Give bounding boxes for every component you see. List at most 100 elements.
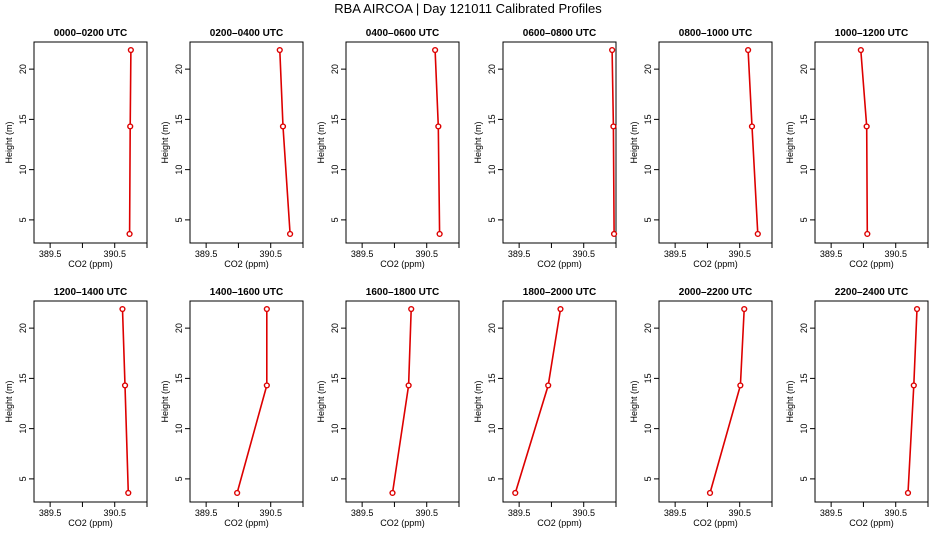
data-point xyxy=(405,382,412,389)
x-tick-label: 390.5 xyxy=(572,508,595,518)
y-tick-label: 20 xyxy=(174,323,184,333)
panel-4: 0600–0800 UTC 389.5 390.5 5 10 15 20 CO2 (ppm) H… xyxy=(473,28,618,269)
data-point xyxy=(706,489,714,497)
panel-2: 0200–0400 UTC 389.5 390.5 5 10 15 20 CO2 (ppm) H… xyxy=(160,28,304,269)
y-tick-label: 20 xyxy=(18,323,28,333)
data-point xyxy=(276,46,283,54)
x-axis-label: CO2 (ppm) xyxy=(693,259,738,269)
data-point xyxy=(126,230,133,238)
x-axis-label: CO2 (ppm) xyxy=(224,259,269,269)
x-tick-label: 389.5 xyxy=(508,508,531,518)
plot-frame xyxy=(33,300,148,503)
data-point xyxy=(610,123,617,130)
x-tick-label: 389.5 xyxy=(820,249,843,259)
y-tick-label: 5 xyxy=(18,476,28,481)
data-point xyxy=(545,382,552,389)
panel-title: 1000–1200 UTC xyxy=(835,28,908,39)
x-tick-label: 390.5 xyxy=(415,508,438,518)
y-tick-label: 15 xyxy=(18,373,28,383)
panel-title: 1200–1400 UTC xyxy=(54,287,127,298)
profile-line xyxy=(747,49,759,235)
x-tick-label: 390.5 xyxy=(103,508,126,518)
plot-frame xyxy=(33,41,148,244)
y-tick-label: 15 xyxy=(799,114,809,124)
y-axis-label: Height (m) xyxy=(473,380,483,422)
plot-frame xyxy=(658,41,773,244)
data-point xyxy=(121,382,129,389)
data-point xyxy=(263,305,270,313)
y-tick-label: 10 xyxy=(487,424,497,434)
profile-line xyxy=(434,49,441,235)
y-tick-label: 5 xyxy=(487,476,497,481)
x-tick-label: 390.5 xyxy=(572,249,595,259)
y-tick-label: 10 xyxy=(330,165,340,175)
data-point xyxy=(127,123,134,130)
profile-line xyxy=(709,308,745,494)
profile-line xyxy=(907,308,918,494)
data-point xyxy=(610,230,618,238)
y-tick-label: 15 xyxy=(330,114,340,124)
panel-title: 0400–0600 UTC xyxy=(366,28,439,39)
x-axis-label: CO2 (ppm) xyxy=(849,518,894,528)
profile-line xyxy=(121,308,130,494)
data-point xyxy=(408,305,415,313)
y-tick-label: 10 xyxy=(18,165,28,175)
x-tick-label: 390.5 xyxy=(884,249,907,259)
x-axis-label: CO2 (ppm) xyxy=(537,259,582,269)
y-tick-label: 15 xyxy=(174,373,184,383)
panel-title: 0000–0200 UTC xyxy=(54,28,127,39)
panel-title: 1800–2000 UTC xyxy=(523,287,596,298)
x-tick-label: 390.5 xyxy=(259,508,282,518)
panel-title: 2000–2200 UTC xyxy=(679,287,752,298)
y-axis-label: Height (m) xyxy=(316,380,326,422)
x-tick-label: 390.5 xyxy=(103,249,126,259)
data-point xyxy=(741,305,748,313)
x-tick-label: 389.5 xyxy=(195,508,218,518)
y-tick-label: 20 xyxy=(174,64,184,74)
y-tick-label: 15 xyxy=(643,373,653,383)
y-axis-label: Height (m) xyxy=(316,121,326,163)
y-tick-label: 20 xyxy=(487,323,497,333)
y-tick-label: 20 xyxy=(487,64,497,74)
data-point xyxy=(863,123,870,130)
data-point xyxy=(609,46,616,54)
x-tick-label: 390.5 xyxy=(728,249,751,259)
panel-10: 1800–2000 UTC 389.5 390.5 5 10 15 20 CO2 (ppm) H… xyxy=(473,287,617,528)
panel-title: 1400–1600 UTC xyxy=(210,287,283,298)
y-tick-label: 20 xyxy=(799,64,809,74)
y-tick-label: 5 xyxy=(643,476,653,481)
plot-frame xyxy=(502,300,617,503)
y-axis-label: Height (m) xyxy=(4,121,14,163)
y-tick-label: 15 xyxy=(643,114,653,124)
panel-6: 1000–1200 UTC 389.5 390.5 5 10 15 20 CO2 (ppm) H… xyxy=(785,28,929,269)
panel-1: 0000–0200 UTC 389.5 390.5 5 10 15 20 CO2 (ppm) H… xyxy=(4,28,148,269)
x-tick-label: 390.5 xyxy=(415,249,438,259)
y-tick-label: 10 xyxy=(643,165,653,175)
y-tick-label: 10 xyxy=(643,424,653,434)
data-point xyxy=(512,489,519,497)
y-tick-label: 5 xyxy=(487,217,497,222)
x-axis-label: CO2 (ppm) xyxy=(68,259,113,269)
data-point xyxy=(436,230,443,238)
y-tick-label: 20 xyxy=(643,64,653,74)
y-tick-label: 10 xyxy=(487,165,497,175)
plot-frame xyxy=(189,41,304,244)
y-tick-label: 10 xyxy=(330,424,340,434)
x-axis-label: CO2 (ppm) xyxy=(224,518,269,528)
panel-8: 1400–1600 UTC 389.5 390.5 5 10 15 20 CO2 (ppm) H… xyxy=(160,287,304,528)
profile-line xyxy=(514,308,562,494)
y-tick-label: 5 xyxy=(174,476,184,481)
plot-frame xyxy=(814,300,929,503)
y-tick-label: 20 xyxy=(330,64,340,74)
panel-7: 1200–1400 UTC 389.5 390.5 5 10 15 20 CO2 (ppm) H… xyxy=(4,287,148,528)
panel-12: 2200–2400 UTC 389.5 390.5 5 10 15 20 CO2 (ppm) H… xyxy=(785,287,929,528)
x-tick-label: 389.5 xyxy=(351,508,374,518)
plot-frame xyxy=(345,41,460,244)
y-tick-label: 15 xyxy=(330,373,340,383)
y-tick-label: 20 xyxy=(18,64,28,74)
x-tick-label: 389.5 xyxy=(39,508,62,518)
profile-line xyxy=(611,49,615,235)
profile-line xyxy=(236,309,268,494)
y-axis-label: Height (m) xyxy=(629,121,639,163)
